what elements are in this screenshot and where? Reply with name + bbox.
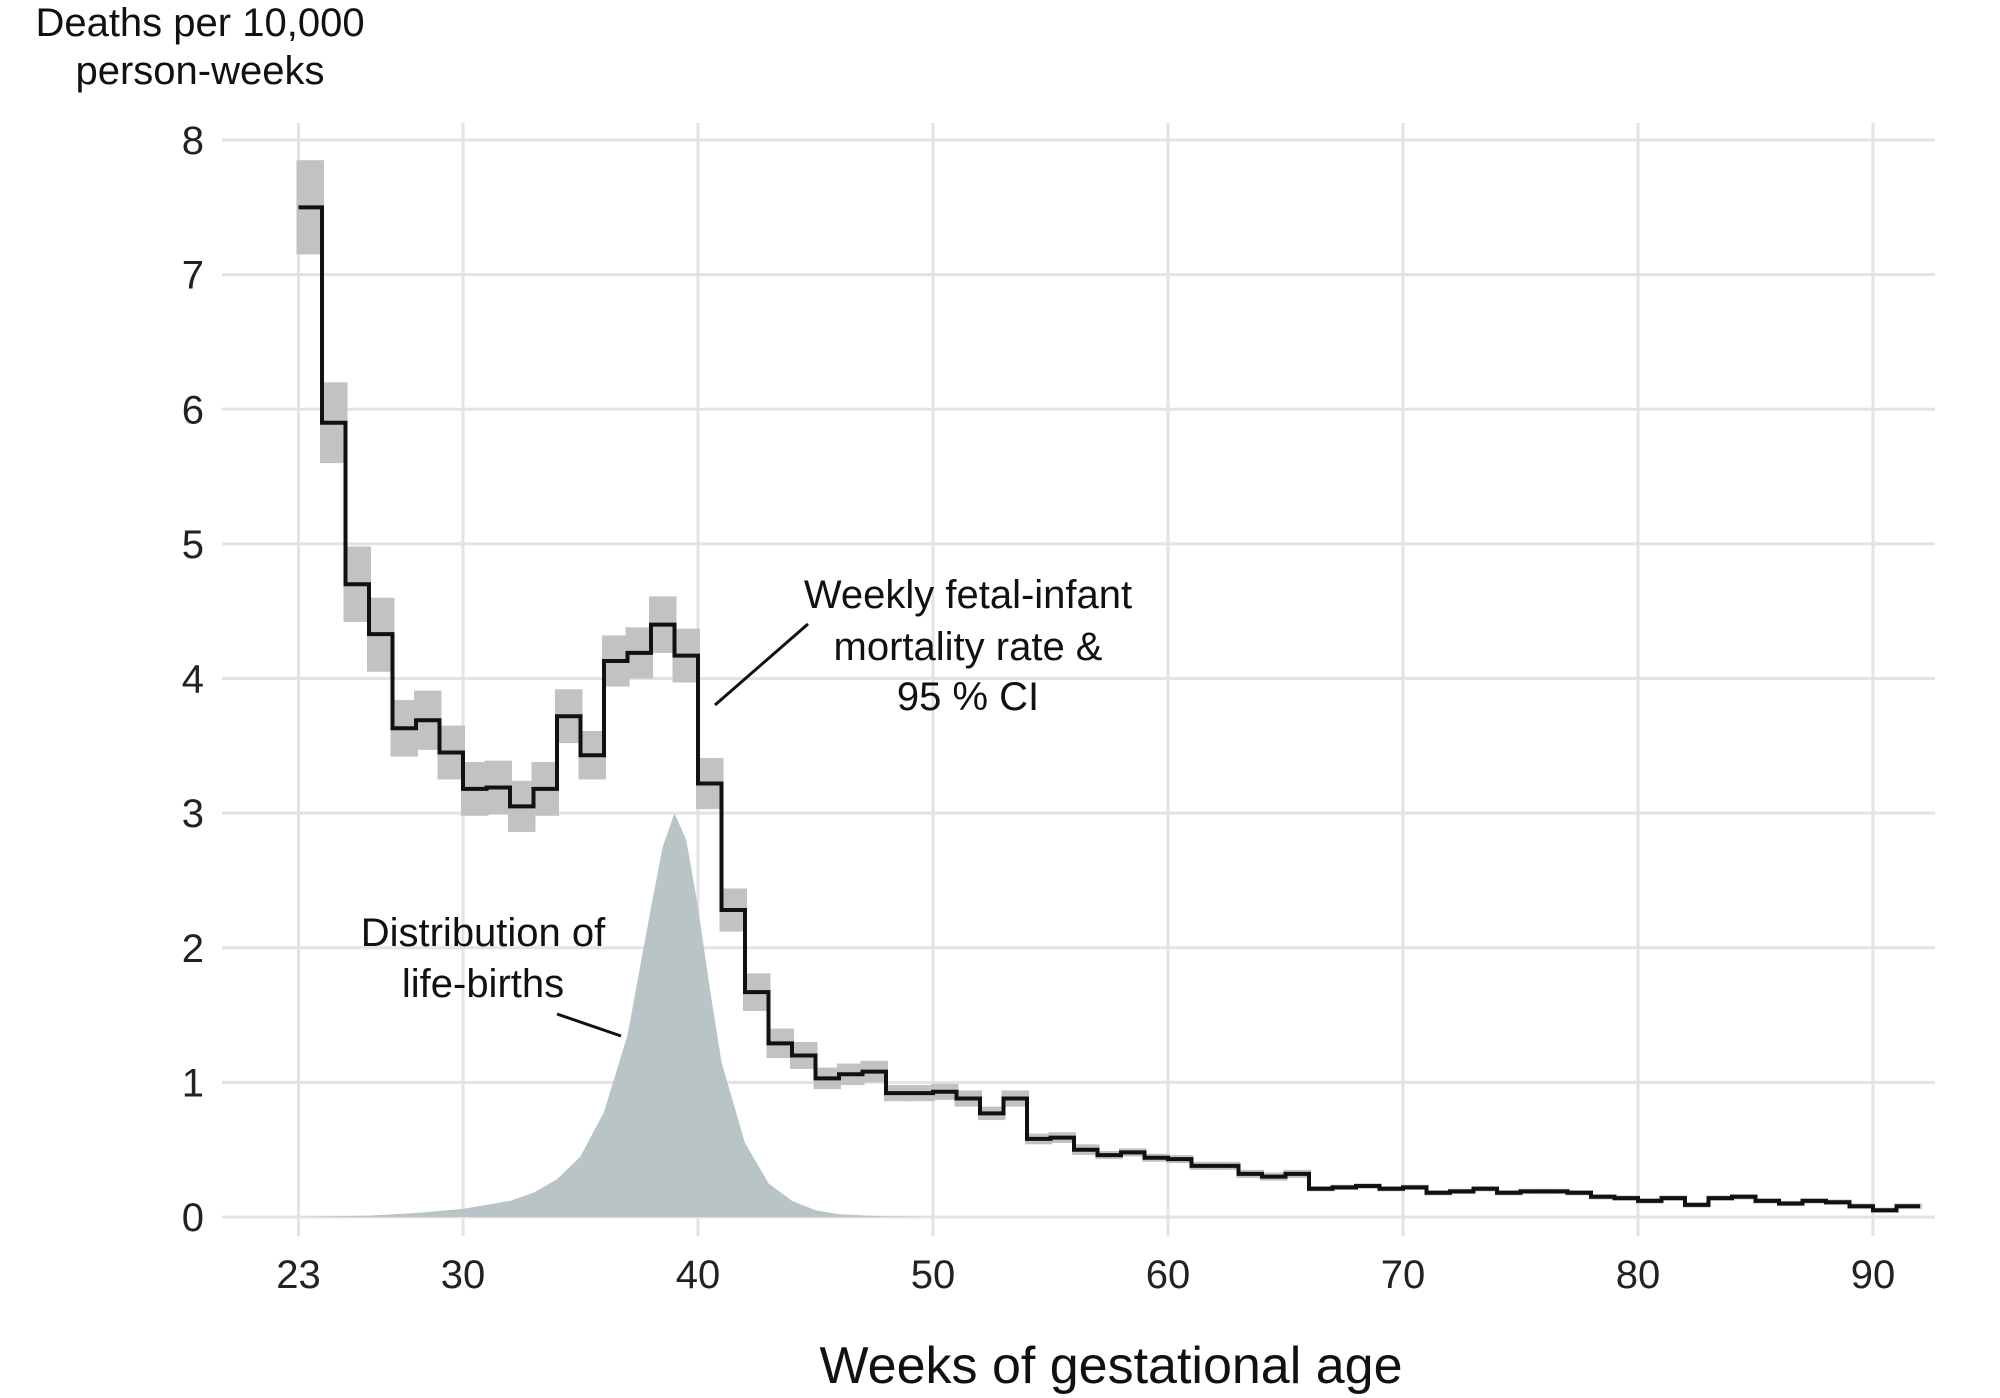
y-tick-label: 5 (182, 523, 204, 567)
y-tick-label: 1 (182, 1061, 204, 1105)
births-annotation: Distribution of life-births (361, 911, 622, 1038)
y-tick-label: 4 (182, 658, 204, 702)
x-tick-label: 70 (1381, 1253, 1426, 1297)
x-tick-label: 40 (676, 1253, 721, 1297)
x-tick-label: 50 (911, 1253, 956, 1297)
confidence-interval-bands (296, 160, 1922, 1213)
mortality-rate-step-line (298, 205, 1920, 1213)
birth-distribution-shape (298, 813, 933, 1217)
y-axis-label-line-1: Deaths per 10,000 (35, 1, 364, 45)
rate-annotation-line-3: 95 % CI (897, 675, 1039, 719)
x-tick-label: 23 (276, 1253, 321, 1297)
y-tick-label: 0 (182, 1196, 204, 1240)
x-tick-label: 90 (1851, 1253, 1896, 1297)
y-tick-label: 6 (182, 388, 204, 432)
x-tick-label: 60 (1146, 1253, 1191, 1297)
x-axis-title: Weeks of gestational age (820, 1337, 1403, 1395)
births-annotation-line-2: life-births (402, 962, 564, 1006)
rate-annotation-line-1: Weekly fetal-infant (804, 573, 1132, 617)
y-tick-label: 8 (182, 119, 204, 163)
birth-distribution-area (298, 813, 933, 1217)
y-tick-label: 7 (182, 254, 204, 298)
y-tick-label: 2 (182, 927, 204, 971)
births-annotation-line-1: Distribution of (361, 911, 606, 955)
mortality-step-path (298, 205, 1920, 1213)
y-axis-label-line-2: person-weeks (75, 49, 324, 93)
rate-annotation: Weekly fetal-infant mortality rate & 95 … (714, 573, 1132, 719)
x-tick-label: 30 (441, 1253, 486, 1297)
births-annotation-pointer (556, 1012, 622, 1038)
rate-annotation-pointer (714, 622, 809, 707)
rate-annotation-line-2: mortality rate & (834, 625, 1103, 669)
x-tick-label: 80 (1616, 1253, 1661, 1297)
y-tick-label: 3 (182, 792, 204, 836)
grid-lines (222, 123, 1935, 1236)
